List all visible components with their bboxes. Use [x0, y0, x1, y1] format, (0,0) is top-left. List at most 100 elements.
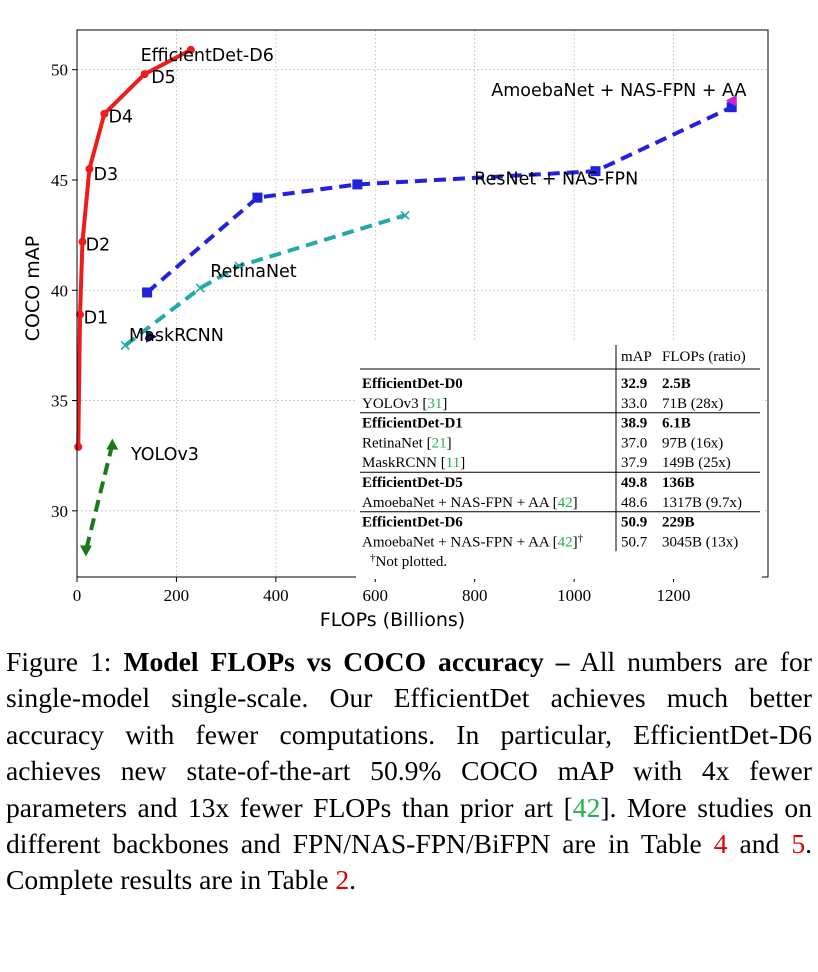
table-map-value: 50.9	[621, 515, 647, 531]
data-point	[78, 237, 87, 246]
caption-label: Figure 1:	[6, 646, 112, 677]
table-map-value: 33.0	[621, 396, 647, 412]
series-resnet-nas-fpn	[142, 102, 737, 298]
series-amoebanet-nas-fpn-aa	[725, 94, 737, 107]
x-tick-label: 200	[164, 586, 190, 605]
table-header-flops: FLOPs (ratio)	[662, 349, 746, 365]
table-flops-value: 2.5B	[662, 376, 691, 392]
series-line	[145, 105, 733, 294]
table-map-value: 48.6	[621, 495, 648, 511]
caption-text-1: All numbers are for single-model single-…	[6, 646, 812, 823]
series-efficientdet	[74, 45, 195, 451]
data-point	[252, 192, 263, 203]
caption-ref-table-4[interactable]: 4	[713, 828, 728, 860]
caption-text-5: .	[349, 864, 357, 896]
table-map-value: 37.9	[621, 455, 647, 471]
series-line	[84, 444, 115, 552]
table-flops-value: 149B (25x)	[662, 455, 731, 471]
table-flops-value: 71B (28x)	[662, 396, 723, 412]
marker-stroke	[234, 261, 244, 271]
table-model-name: EfficientDet-D1	[362, 416, 463, 432]
results-table: mAP FLOPs (ratio) EfficientDet-D0 32.9 2.5B Y…	[356, 341, 762, 579]
annotation-label: D3	[94, 165, 119, 185]
series-layer	[74, 45, 737, 557]
annotation-label: D5	[151, 68, 176, 88]
annotation-label: EfficientDet-D6	[141, 46, 274, 66]
data-point	[195, 283, 205, 293]
table-map-value: 49.8	[621, 475, 647, 491]
series-line	[124, 213, 406, 347]
annotation-label: AmoebaNet + NAS-FPN + AA	[491, 81, 746, 101]
table-model-name: EfficientDet-D6	[362, 515, 463, 531]
table-flops-value: 1317B (9.7x)	[662, 495, 742, 511]
x-tick-label: 800	[462, 586, 488, 605]
table-map-value: 37.0	[621, 435, 647, 451]
data-point	[85, 164, 94, 173]
caption-text-2: ]. More studies on different backbones a…	[6, 791, 812, 860]
annotation-label: D4	[108, 108, 133, 128]
series-maskrcnn	[146, 330, 158, 343]
y-tick-label: 45	[51, 171, 68, 190]
annotation-label: MaskRCNN	[129, 326, 224, 346]
table-model-name: YOLOv3 [31]	[362, 396, 447, 412]
data-point	[100, 109, 109, 118]
data-point	[725, 94, 737, 107]
table-flops-value: 3045B (13x)	[662, 534, 738, 550]
table-model-name: RetinaNet [21]	[362, 435, 452, 451]
x-tick-label: 1000	[557, 586, 591, 605]
annotation-label: ResNet + NAS-FPN	[474, 169, 638, 189]
table-model-name: AmoebaNet + NAS-FPN + AA [42]†	[362, 532, 584, 550]
x-tick-label: 400	[263, 586, 289, 605]
x-tick-label: 0	[73, 586, 82, 605]
data-point	[186, 45, 195, 54]
caption-ref-table-2[interactable]: 2	[335, 864, 350, 896]
y-tick-label: 50	[51, 61, 68, 80]
data-point	[74, 442, 83, 451]
caption-text-4: . Complete results are in Table	[6, 828, 813, 896]
data-point	[146, 330, 158, 343]
series-yolov3	[79, 438, 119, 557]
x-tick-label: 600	[363, 586, 389, 605]
table-flops-value: 229B	[662, 515, 695, 531]
y-axis-label: COCO mAP	[22, 236, 44, 341]
data-point	[120, 340, 130, 350]
data-point	[142, 287, 153, 298]
data-point	[726, 102, 737, 113]
table-model-name: EfficientDet-D0	[362, 376, 463, 392]
data-point	[590, 166, 601, 177]
caption-ref-table-5[interactable]: 5	[791, 828, 806, 860]
x-axis-label: FLOPs (Billions)	[320, 609, 465, 631]
figure-caption: Figure 1: Model FLOPs vs COCO accuracy –…	[6, 644, 812, 899]
table-flops-value: 6.1B	[662, 416, 691, 432]
table-model-name: EfficientDet-D5	[362, 475, 463, 491]
data-point	[140, 70, 149, 79]
table-model-name: AmoebaNet + NAS-FPN + AA [42]	[362, 495, 578, 511]
table-map-value: 32.9	[621, 376, 647, 392]
table-map-value: 50.7	[621, 534, 648, 550]
annotation-label: D2	[86, 236, 111, 256]
data-point	[352, 179, 363, 190]
data-point	[234, 261, 244, 271]
table-background	[356, 341, 762, 579]
caption-ref-42[interactable]: 42	[572, 791, 601, 823]
y-tick-label: 30	[51, 502, 68, 521]
y-tick-label: 40	[51, 281, 68, 300]
y-tick-label: 35	[51, 392, 68, 411]
table-footnote: †Not plotted.	[370, 552, 447, 570]
data-point	[79, 545, 92, 557]
annotation-label: D1	[84, 308, 109, 328]
data-point	[400, 210, 410, 220]
table-header-map: mAP	[621, 349, 652, 365]
marker-stroke	[120, 340, 130, 350]
table-map-value: 38.9	[621, 416, 647, 432]
annotation-label: YOLOv3	[130, 445, 199, 465]
table-model-name: MaskRCNN [11]	[362, 455, 465, 471]
data-point	[76, 310, 85, 319]
caption-text-3: and	[727, 828, 792, 860]
series-retinanet	[120, 210, 410, 350]
annotation-label: RetinaNet	[210, 262, 297, 282]
data-point	[106, 438, 119, 450]
marker-stroke	[195, 283, 205, 293]
